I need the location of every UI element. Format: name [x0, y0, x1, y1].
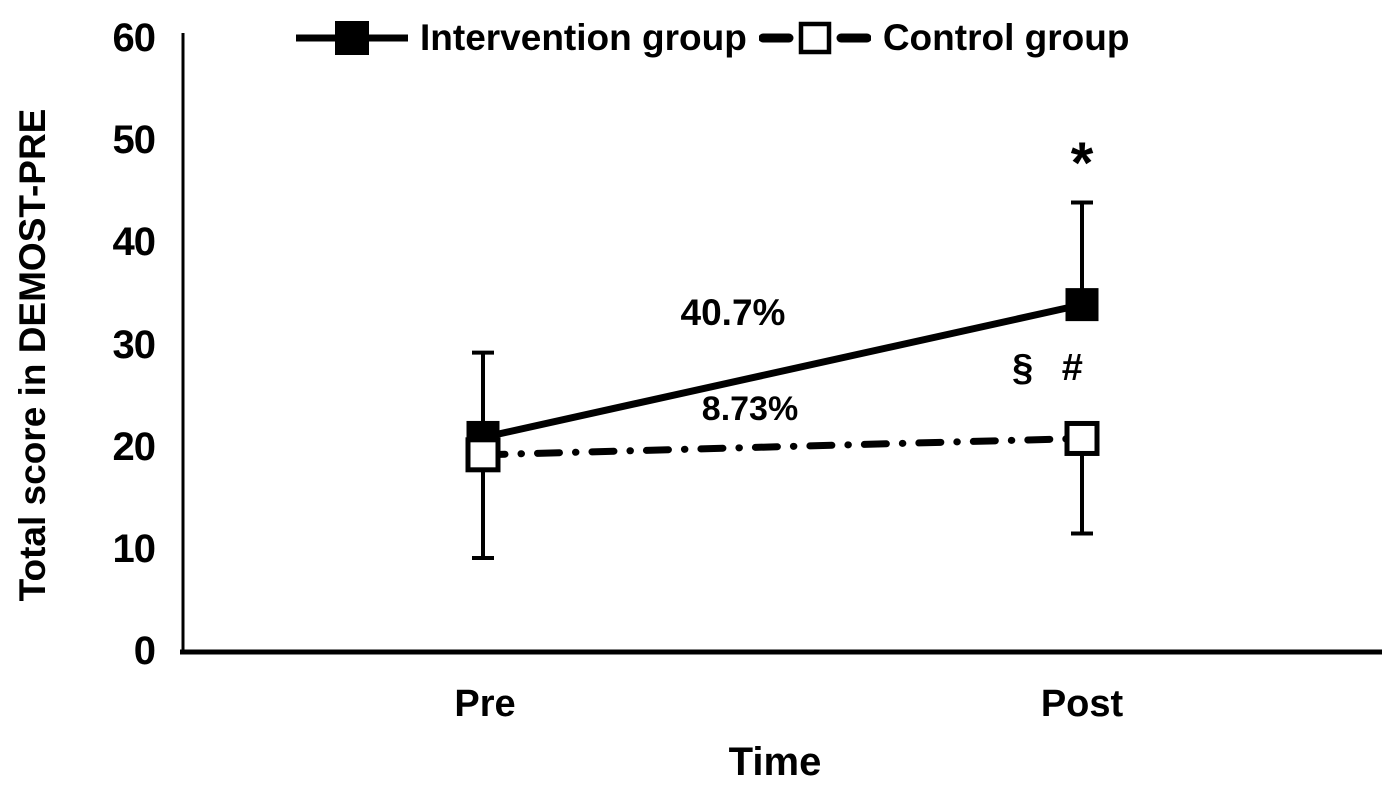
- marker-open-square: [1064, 420, 1100, 456]
- legend-label-intervention: Intervention group: [420, 17, 747, 58]
- annotation-significance-control: § #: [1012, 347, 1092, 389]
- y-tick-50: 50: [112, 118, 157, 162]
- marker-filled-square: [1065, 288, 1099, 322]
- legend: Intervention group Control group: [296, 16, 1129, 60]
- annotation-pct-intervention: 40.7%: [680, 292, 786, 333]
- series-line-control: [479, 434, 1086, 459]
- y-axis-title: Total score in DEMOST-PRE: [12, 108, 53, 602]
- legend-intervention-marker-icon: [296, 21, 408, 55]
- y-tick-10: 10: [112, 527, 157, 571]
- y-tick-30: 30: [112, 323, 157, 367]
- marker-open-square: [465, 437, 501, 473]
- annotation-significance-intervention: *: [1070, 131, 1094, 196]
- x-tick-post: Post: [1040, 683, 1124, 725]
- legend-control-marker-icon: [758, 21, 871, 55]
- y-tick-60: 60: [112, 16, 157, 60]
- annotation-pct-control: 8.73%: [701, 390, 799, 428]
- y-tick-20: 20: [112, 425, 157, 469]
- legend-label-control: Control group: [882, 17, 1130, 58]
- series-line-intervention: [482, 301, 1083, 441]
- y-tick-0: 0: [133, 629, 156, 673]
- x-tick-pre: Pre: [454, 683, 516, 725]
- y-tick-40: 40: [112, 220, 157, 264]
- x-axis-title: Time: [728, 740, 822, 784]
